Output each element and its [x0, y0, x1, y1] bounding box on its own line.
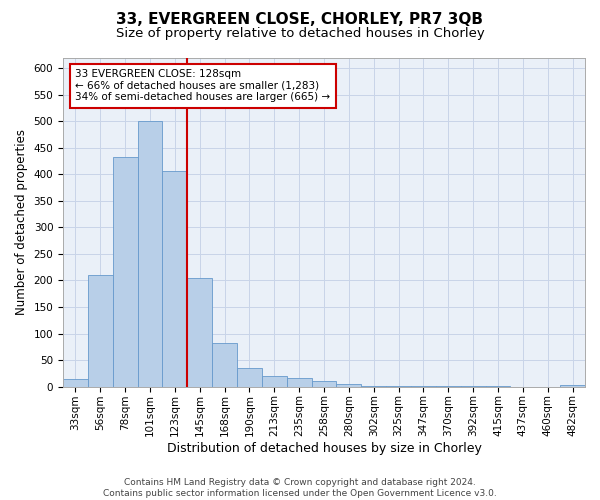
Text: Size of property relative to detached houses in Chorley: Size of property relative to detached ho…: [116, 28, 484, 40]
Text: Contains HM Land Registry data © Crown copyright and database right 2024.
Contai: Contains HM Land Registry data © Crown c…: [103, 478, 497, 498]
Bar: [212, 343, 237, 386]
Bar: [163, 170, 187, 386]
Bar: [237, 368, 262, 386]
Bar: [262, 376, 287, 386]
Bar: [337, 384, 361, 386]
Bar: [88, 274, 113, 386]
Text: 33, EVERGREEN CLOSE, CHORLEY, PR7 3QB: 33, EVERGREEN CLOSE, CHORLEY, PR7 3QB: [116, 12, 484, 28]
Bar: [560, 384, 585, 386]
Bar: [113, 158, 137, 386]
Bar: [137, 121, 163, 386]
Y-axis label: Number of detached properties: Number of detached properties: [15, 129, 28, 315]
Bar: [287, 378, 311, 386]
Bar: [187, 278, 212, 386]
Text: 33 EVERGREEN CLOSE: 128sqm
← 66% of detached houses are smaller (1,283)
34% of s: 33 EVERGREEN CLOSE: 128sqm ← 66% of deta…: [76, 69, 331, 102]
Bar: [63, 378, 88, 386]
Bar: [311, 381, 337, 386]
X-axis label: Distribution of detached houses by size in Chorley: Distribution of detached houses by size …: [167, 442, 481, 455]
